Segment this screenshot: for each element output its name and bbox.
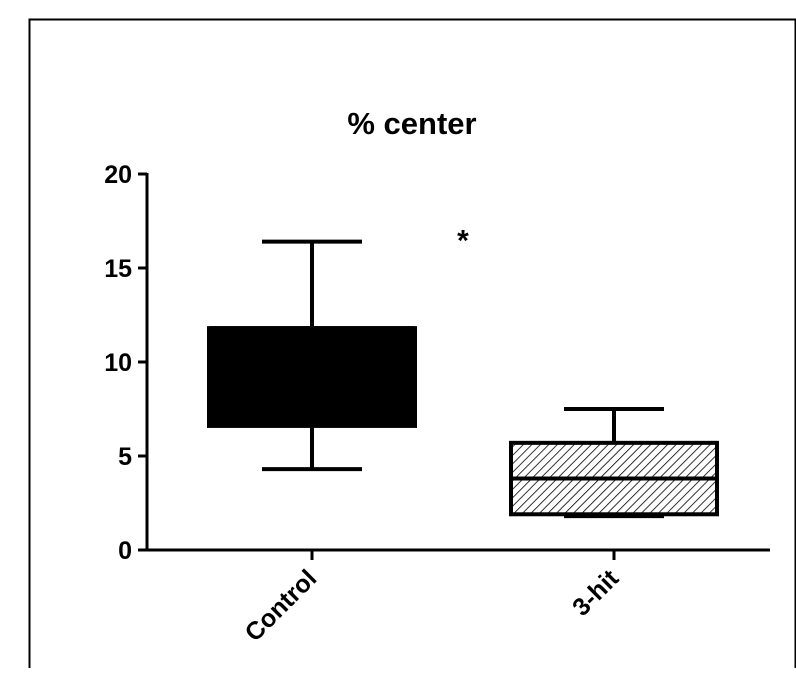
- x-axis: Control 3-hit: [146, 548, 770, 647]
- box-series: [207, 239, 719, 519]
- y-tick-label: 5: [118, 443, 132, 471]
- y-tick-label: 20: [104, 161, 132, 189]
- box-control: [207, 239, 417, 472]
- chart-title: % center: [347, 106, 476, 141]
- significance-marker: *: [457, 225, 469, 258]
- x-tick-label: 3-hit: [567, 564, 625, 622]
- x-tick-label: Control: [240, 564, 323, 647]
- y-axis: 0 5 10 15 20: [104, 161, 149, 565]
- box-body: [207, 326, 417, 428]
- y-tick-label: 15: [104, 255, 132, 283]
- y-tick-label: 10: [104, 349, 132, 377]
- annotations: *: [457, 225, 469, 258]
- y-tick-label: 0: [118, 537, 132, 565]
- box-3-hit: [509, 407, 719, 519]
